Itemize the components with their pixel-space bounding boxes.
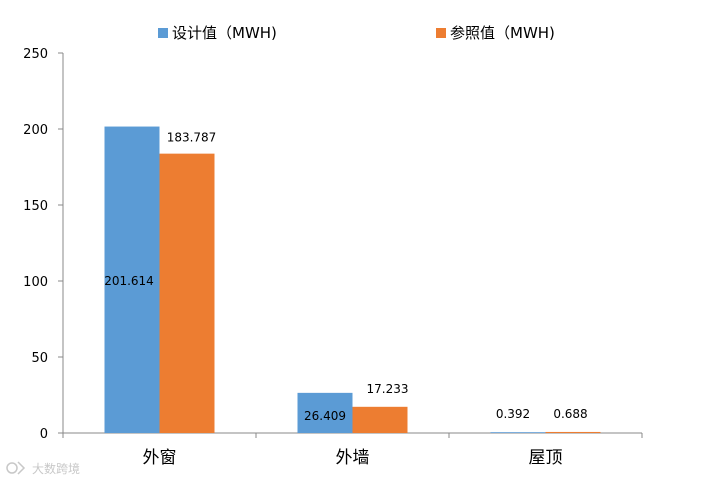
bar: [490, 432, 546, 433]
y-tick-label: 100: [23, 275, 48, 290]
y-tick-label: 150: [23, 199, 48, 214]
bar: [352, 406, 408, 433]
bars: [104, 126, 601, 434]
y-tick-label: 50: [31, 351, 48, 366]
bar: [104, 126, 160, 433]
y-tick-label: 200: [23, 123, 48, 138]
brand-logo-icon: [6, 461, 26, 475]
data-label: 201.614: [104, 274, 154, 288]
axes: 0 50 100 150 200 250 外窗 外墙 屋顶: [23, 47, 643, 468]
data-label: 17.233: [367, 382, 409, 396]
legend-label: 设计值（MWH): [172, 24, 277, 42]
y-tick-label: 0: [40, 427, 48, 442]
legend: 设计值（MWH) 参照值（MWH): [158, 24, 555, 42]
data-label: 0.688: [553, 407, 587, 421]
watermark: 大数跨境: [6, 461, 80, 476]
legend-swatch: [158, 28, 168, 38]
y-tick-label: 250: [23, 47, 48, 62]
legend-label: 参照值（MWH): [450, 24, 555, 42]
watermark-text: 大数跨境: [32, 461, 80, 476]
data-label: 26.409: [304, 409, 346, 423]
bar: [159, 153, 215, 434]
bar: [545, 431, 601, 433]
data-label: 0.392: [496, 407, 530, 421]
x-tick-label: 屋顶: [529, 448, 563, 468]
x-tick-label: 外窗: [143, 448, 177, 468]
x-tick-label: 外墙: [336, 448, 370, 468]
data-label: 183.787: [167, 131, 217, 145]
legend-swatch: [436, 28, 446, 38]
data-labels: 201.614 183.787 26.409 17.233 0.392 0.688: [104, 131, 587, 423]
bar: [297, 392, 353, 433]
